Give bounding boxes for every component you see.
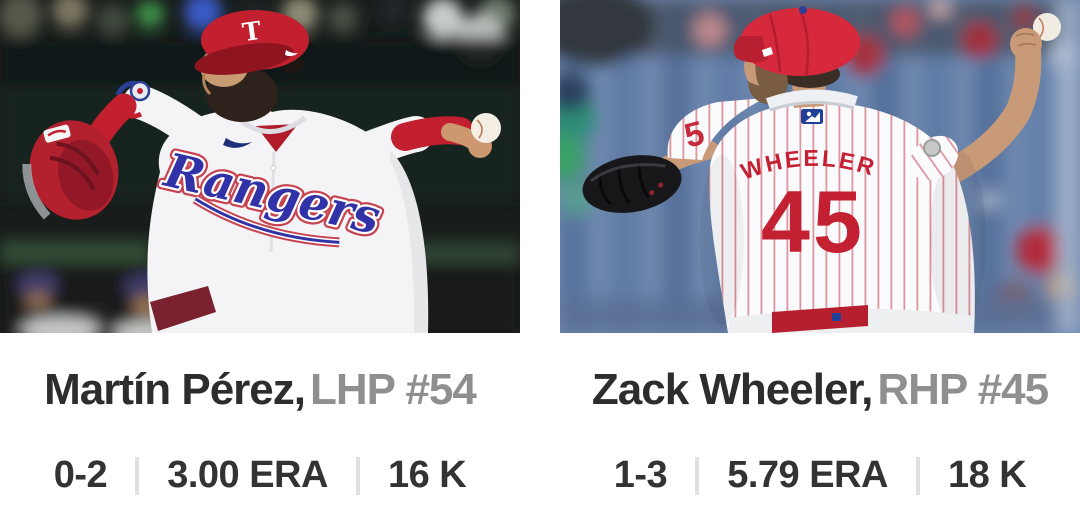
- wheeler-photo-illustration: 5: [560, 0, 1080, 333]
- waist-mlb-logo-icon: [832, 313, 841, 321]
- wheeler-figure: 5: [582, 6, 1061, 333]
- pitcher-stats: 1-3 5.79 ERA 18 K: [560, 454, 1080, 497]
- cap-letter-text: T: [241, 16, 264, 47]
- baseball: [471, 113, 501, 143]
- jersey-number-text: 45: [761, 172, 865, 271]
- perez-figure: Rangers Rangers Rangers T: [22, 10, 501, 333]
- stat-separator: [355, 456, 360, 495]
- stat-record: 1-3: [613, 454, 668, 497]
- pitcher-photo-wheeler: 5: [560, 0, 1080, 333]
- jersey-torso: [147, 105, 429, 333]
- stat-separator: [915, 456, 920, 495]
- stat-separator: [695, 456, 700, 495]
- baseball-glove: [582, 155, 682, 213]
- pitcher-photo-perez: Rangers Rangers Rangers T: [0, 0, 520, 333]
- stat-record: 0-2: [53, 454, 108, 497]
- pitcher-name-line: Zack Wheeler, RHP #45: [560, 365, 1080, 414]
- nike-swoosh-icon: [223, 138, 252, 148]
- stat-era: 5.79 ERA: [727, 454, 888, 497]
- mlb-logo-icon: [801, 109, 823, 124]
- cap: [740, 8, 860, 76]
- pitching-matchup: Rangers Rangers Rangers T: [0, 0, 1080, 497]
- stat-era: 3.00 ERA: [167, 454, 328, 497]
- cap-brim: [733, 36, 768, 63]
- stat-strikeouts: 18 K: [947, 454, 1027, 497]
- pitcher-role: LHP #54: [310, 365, 477, 414]
- collar: [765, 89, 858, 110]
- pitcher-name: Zack Wheeler,: [591, 365, 873, 414]
- pitcher-name: Martín Pérez,: [44, 365, 306, 414]
- sleeve-patch: [923, 139, 941, 157]
- jersey-sleeve: [667, 98, 765, 160]
- belt: [772, 305, 868, 333]
- glove-label: [43, 124, 71, 143]
- pitcher-card-perez: Rangers Rangers Rangers T: [0, 0, 520, 497]
- pitcher-stats: 0-2 3.00 ERA 16 K: [0, 454, 520, 497]
- baseball-glove: [22, 120, 119, 220]
- stat-strikeouts: 16 K: [387, 454, 467, 497]
- cap-logo-icon: [285, 50, 298, 57]
- pitcher-name-line: Martín Pérez, LHP #54: [0, 365, 520, 414]
- cap-brim: [194, 43, 294, 75]
- pitcher-card-wheeler: 5: [560, 0, 1080, 497]
- cap-newera-logo-icon: [762, 47, 773, 57]
- belt: [150, 286, 216, 331]
- jersey-torso: [709, 102, 975, 333]
- perez-photo-illustration: Rangers Rangers Rangers T: [0, 0, 520, 333]
- pitcher-role: RHP #45: [877, 365, 1049, 414]
- throwing-arm: [932, 39, 1042, 188]
- stat-separator: [135, 456, 140, 495]
